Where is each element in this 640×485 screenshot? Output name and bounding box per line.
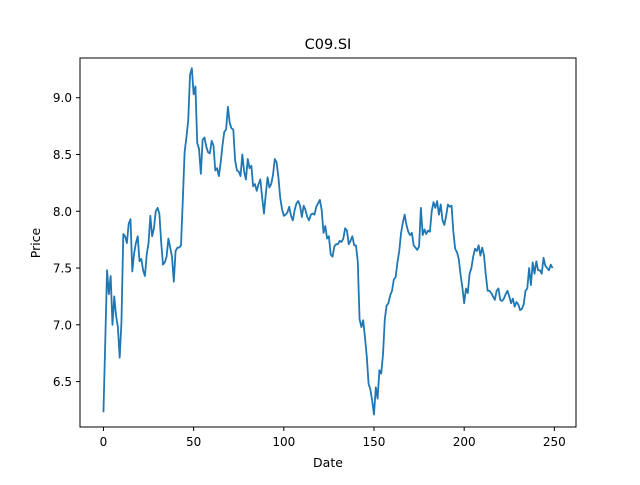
y-tick-label: 9.0 [53,91,72,105]
plot-area-frame [80,58,576,427]
y-tick-label: 6.5 [53,375,72,389]
y-axis: 6.5 7.0 7.5 8.0 8.5 9.0 [53,91,80,389]
x-tick-label: 0 [100,435,108,449]
x-axis-label: Date [313,455,343,470]
x-tick-label: 200 [453,435,476,449]
x-tick-label: 100 [272,435,295,449]
x-axis: 0 50 100 150 200 250 [100,427,566,449]
y-tick-label: 7.5 [53,262,72,276]
x-tick-label: 150 [363,435,386,449]
chart-title: C09.SI [305,37,352,53]
x-tick-label: 250 [543,435,566,449]
price-series-line [103,68,552,414]
y-tick-label: 8.0 [53,205,72,219]
y-axis-label: Price [28,227,43,258]
y-tick-label: 7.0 [53,318,72,332]
x-tick-label: 50 [186,435,201,449]
y-tick-label: 8.5 [53,148,72,162]
